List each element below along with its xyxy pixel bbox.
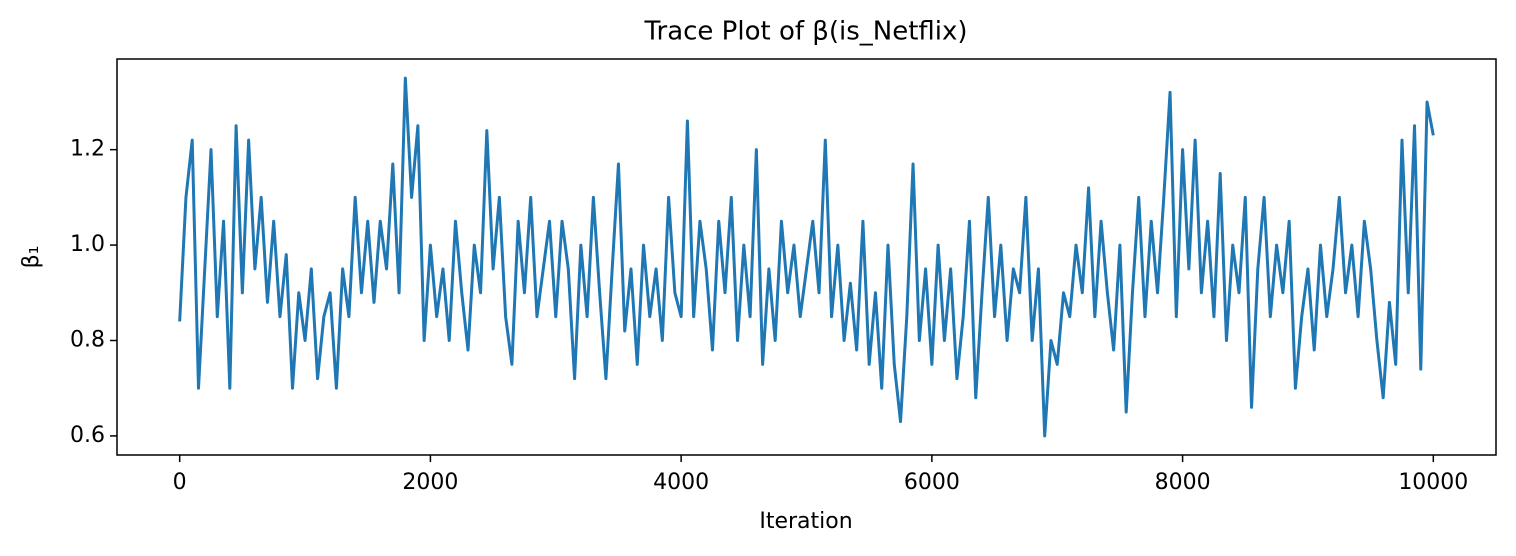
chart-title: Trace Plot of β(is_Netflix) (643, 17, 967, 47)
plot-frame (116, 58, 1497, 456)
x-tick-label: 6000 (904, 470, 960, 495)
y-tick-label: 0.6 (70, 423, 105, 448)
x-tick-label: 10000 (1398, 470, 1468, 495)
trace-line (178, 76, 1435, 438)
x-tick-label: 8000 (1155, 470, 1211, 495)
x-tick-label: 0 (173, 470, 187, 495)
y-axis-label: β₁ (19, 246, 44, 269)
y-tick-label: 0.8 (70, 327, 105, 352)
x-tick-label: 4000 (653, 470, 709, 495)
y-tick-label: 1.0 (70, 232, 105, 257)
x-axis-label: Iteration (759, 509, 852, 534)
x-tick-label: 2000 (402, 470, 458, 495)
y-tick-label: 1.2 (70, 137, 105, 162)
